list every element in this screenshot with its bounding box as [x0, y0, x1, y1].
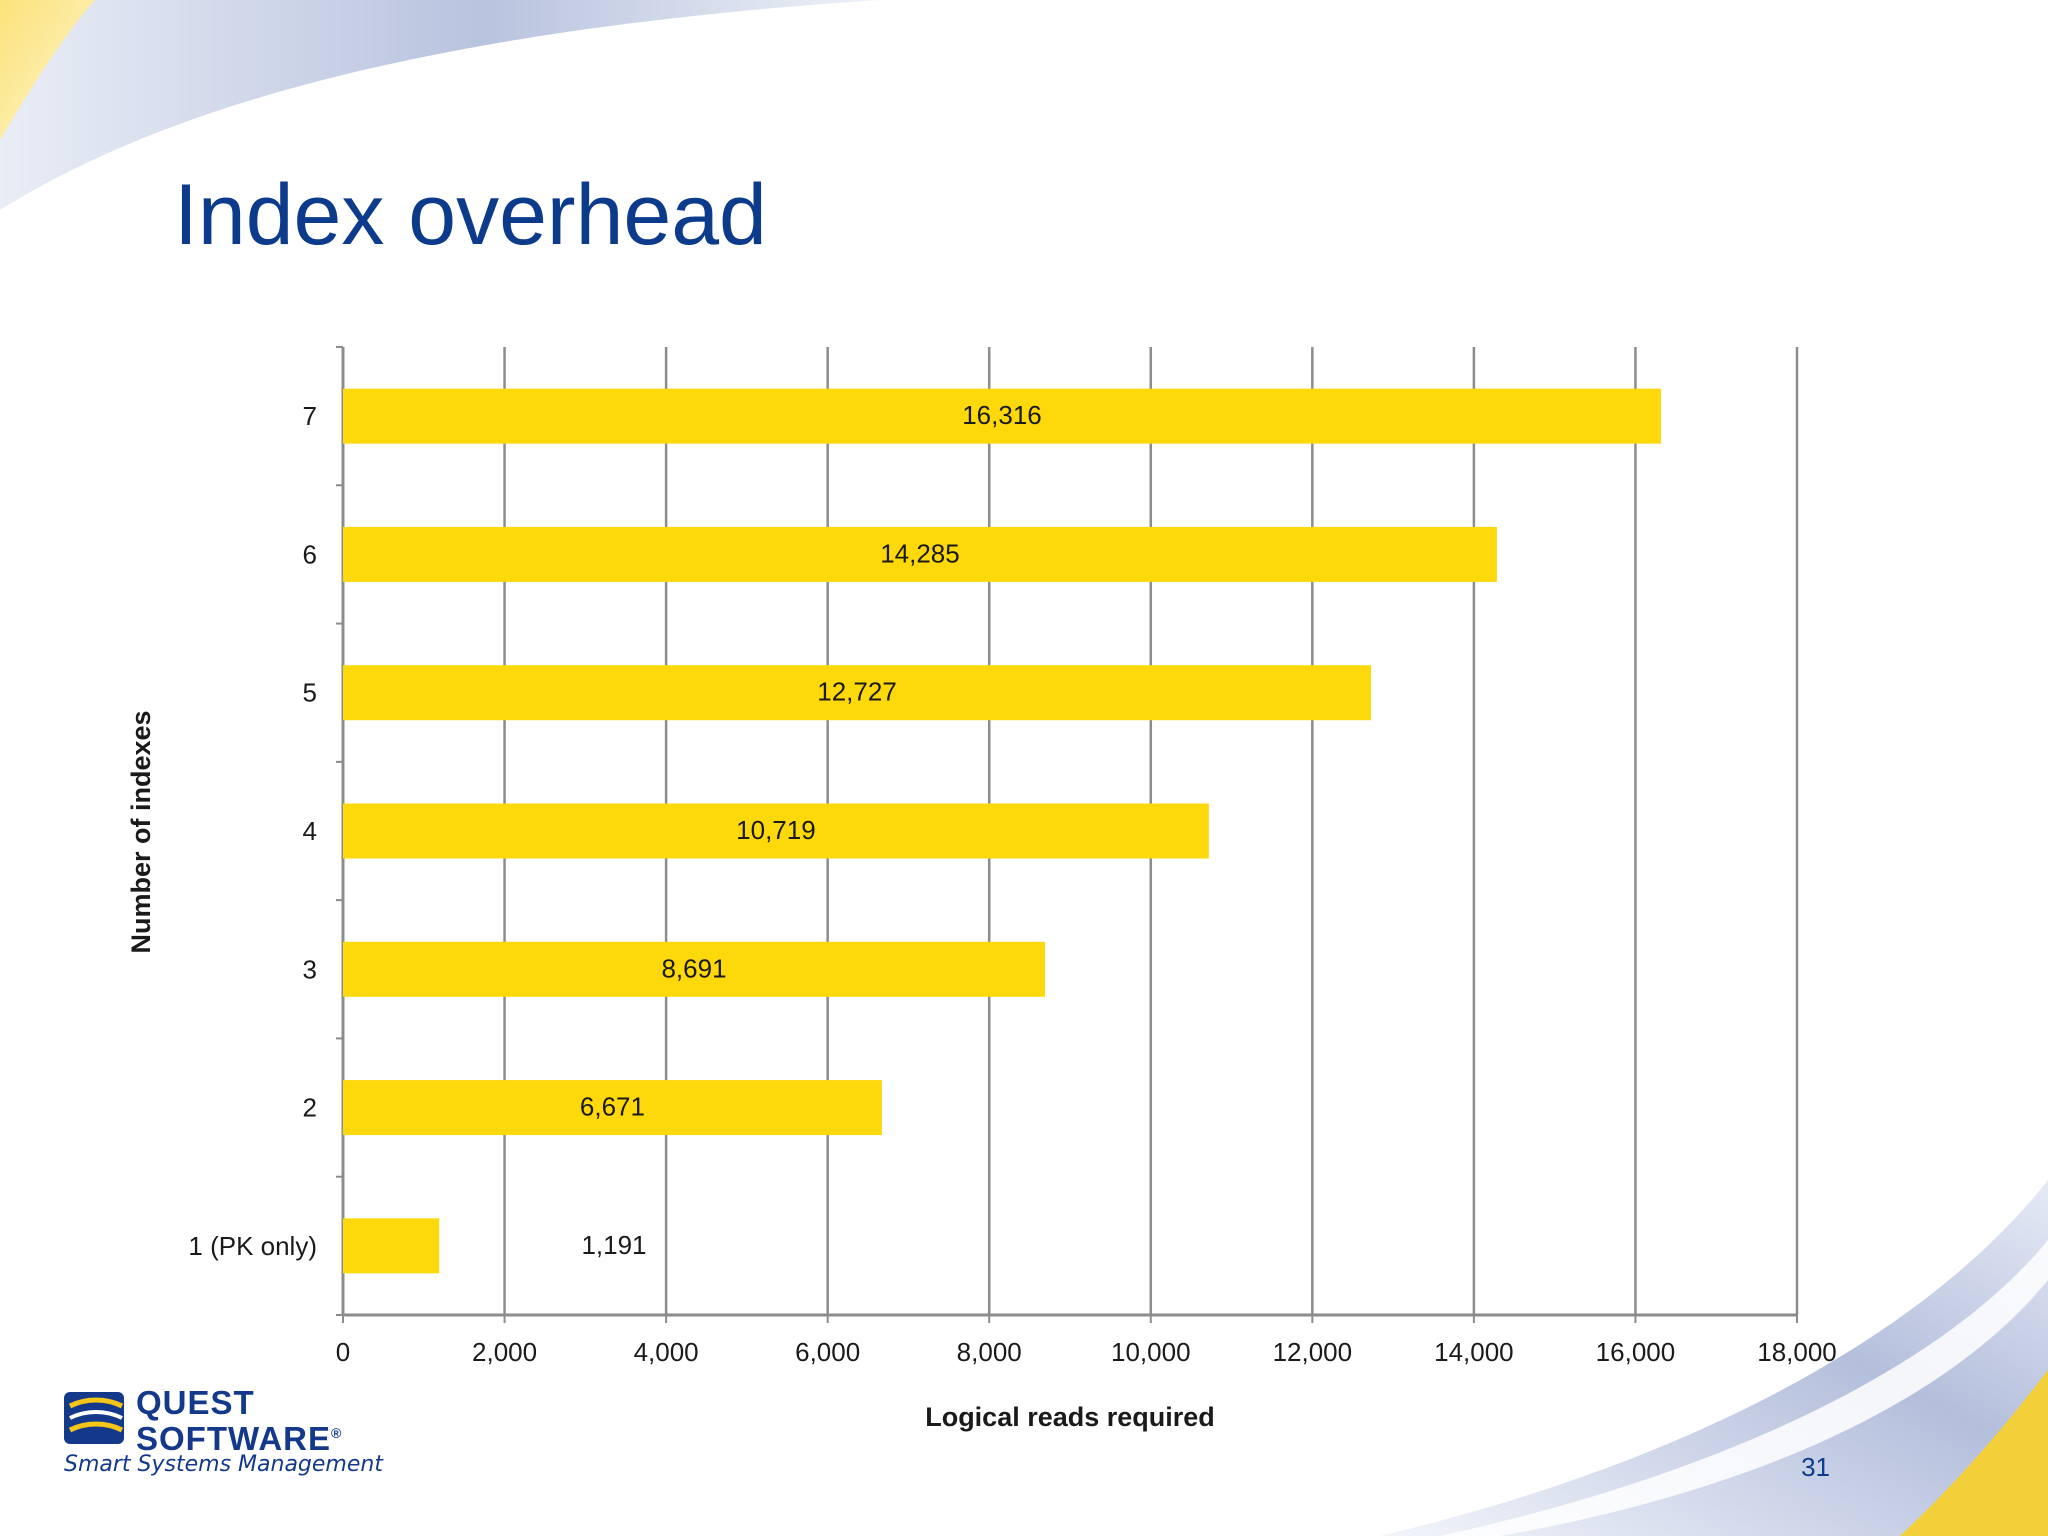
bar	[343, 1218, 440, 1274]
x-tick-label: 8,000	[957, 1337, 1022, 1367]
logo-name-line1: QUEST	[136, 1384, 255, 1421]
bar	[343, 803, 1209, 859]
x-tick-label: 10,000	[1111, 1337, 1191, 1367]
x-tick-label: 6,000	[795, 1337, 860, 1367]
y-tick-label: 5	[303, 678, 317, 708]
bar	[343, 526, 1497, 582]
top-yellow-swoosh	[0, 0, 95, 140]
x-tick-label: 16,000	[1596, 1337, 1676, 1367]
bar	[343, 1080, 882, 1136]
quest-software-logo: QUEST SOFTWARE® Smart Systems Management	[62, 1384, 392, 1488]
y-tick-label: 1 (PK only)	[188, 1231, 317, 1261]
data-label: 1,191	[581, 1230, 646, 1260]
data-label: 6,671	[580, 1092, 645, 1122]
slide-title: Index overhead	[174, 167, 767, 263]
y-tick-label: 7	[303, 401, 317, 431]
top-blue-swoosh	[0, 0, 880, 210]
data-label: 8,691	[661, 953, 726, 983]
page-number: 31	[1801, 1452, 1830, 1482]
x-tick-label: 2,000	[472, 1337, 537, 1367]
y-tick-label: 2	[303, 1093, 317, 1123]
quest-logo-wordmark: QUEST SOFTWARE®	[136, 1384, 343, 1457]
x-tick-label: 18,000	[1757, 1337, 1837, 1367]
data-label: 16,316	[962, 400, 1042, 430]
x-tick-label: 4,000	[634, 1337, 699, 1367]
data-label: 10,719	[736, 815, 816, 845]
x-axis-title: Logical reads required	[925, 1402, 1215, 1432]
y-tick-label: 6	[303, 539, 317, 569]
y-axis-title: Number of indexes	[126, 710, 156, 953]
y-tick-label: 3	[303, 954, 317, 984]
bar	[343, 941, 1046, 997]
y-tick-label: 4	[303, 816, 317, 846]
x-tick-label: 0	[336, 1337, 350, 1367]
bottom-yellow-swoosh	[1900, 1370, 2048, 1536]
logo-trademark: ®	[331, 1425, 343, 1441]
logo-name-line2: SOFTWARE	[136, 1420, 331, 1457]
bottom-blue-swoosh	[1380, 1180, 2048, 1536]
bar	[343, 665, 1372, 721]
data-label: 14,285	[880, 538, 960, 568]
x-tick-label: 12,000	[1273, 1337, 1353, 1367]
bar	[343, 388, 1661, 444]
x-tick-label: 14,000	[1434, 1337, 1514, 1367]
logo-tagline: Smart Systems Management	[64, 1452, 383, 1477]
data-label: 12,727	[817, 677, 897, 707]
quest-logo-icon	[64, 1392, 124, 1444]
